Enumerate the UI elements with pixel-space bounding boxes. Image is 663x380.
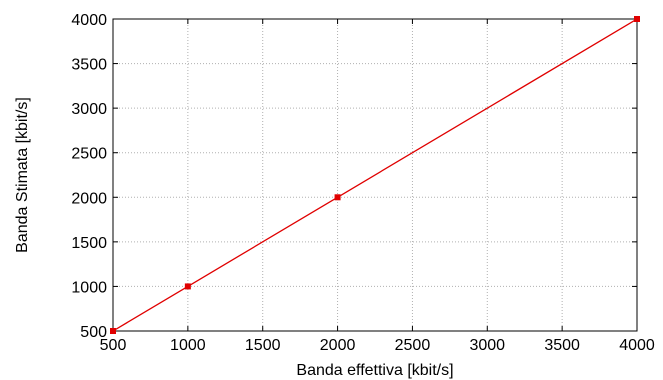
x-tick-label: 2500: [395, 337, 431, 354]
series: [110, 16, 640, 334]
grid: [113, 19, 637, 331]
y-axis-label: Banda Stimata [kbit/s]: [14, 97, 31, 253]
x-tick-labels: 500 1000 1500 2000 2500 3000 3500 4000: [100, 337, 655, 354]
data-point-marker: [184, 283, 191, 290]
plot-frame: [112, 18, 638, 332]
y-tick-label: 1500: [71, 235, 107, 252]
y-tick-label: 2500: [71, 146, 107, 163]
x-tick-label: 3500: [544, 337, 580, 354]
y-tick-label: 2000: [71, 190, 107, 207]
x-tick-label: 3000: [469, 337, 505, 354]
y-tick-label: 1000: [71, 279, 107, 296]
x-tick-label: 1000: [170, 337, 206, 354]
x-axis-label: Banda effettiva [kbit/s]: [296, 362, 453, 379]
data-point-marker: [634, 16, 640, 22]
x-tick-label: 4000: [619, 337, 655, 354]
y-tick-label: 3500: [71, 57, 107, 74]
y-tick-labels: 500 1000 1500 2000 2500 3000 3500 4000: [71, 12, 107, 341]
y-tick-label: 500: [80, 324, 107, 341]
y-tick-label: 4000: [71, 12, 107, 29]
series-line: [112, 18, 638, 332]
x-tick-label: 1500: [245, 337, 281, 354]
data-point-marker: [110, 328, 116, 334]
x-tick-label: 500: [100, 337, 127, 354]
x-tick-label: 2000: [320, 337, 356, 354]
data-point-marker: [334, 194, 341, 201]
y-tick-label: 3000: [71, 101, 107, 118]
